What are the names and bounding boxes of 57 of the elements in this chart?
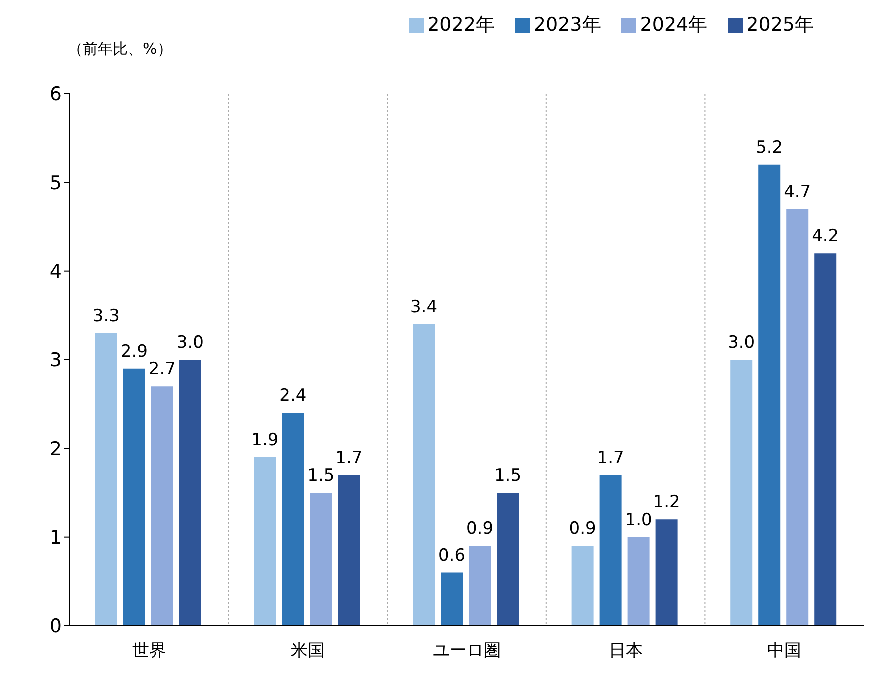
bar — [758, 164, 781, 626]
y-tick-label: 5 — [50, 172, 62, 194]
data-label: 3.0 — [728, 333, 756, 353]
bar — [572, 546, 594, 626]
legend-label: 2024年 — [640, 14, 708, 36]
y-tick-label: 2 — [50, 438, 62, 460]
bar — [441, 572, 464, 626]
bar — [730, 360, 753, 626]
data-label: 1.7 — [597, 448, 624, 468]
bar — [179, 360, 202, 626]
bar — [814, 254, 837, 626]
data-label: 0.9 — [569, 519, 596, 540]
data-label: 0.6 — [438, 546, 466, 566]
data-label: 4.7 — [784, 182, 812, 202]
y-tick-label: 1 — [50, 527, 62, 550]
legend-label: 2023年 — [534, 14, 602, 36]
data-label: 1.7 — [336, 448, 363, 468]
data-label: 0.9 — [466, 519, 494, 540]
bar — [338, 475, 360, 626]
data-label: 1.0 — [625, 510, 652, 530]
data-label: 3.3 — [92, 306, 120, 326]
data-label: 2.7 — [148, 360, 176, 380]
data-label: 1.5 — [308, 466, 335, 486]
bar — [469, 546, 492, 626]
bar — [600, 475, 622, 626]
bar — [95, 333, 118, 626]
legend-label: 2022年 — [428, 14, 495, 36]
y-tick-label: 6 — [50, 84, 62, 106]
x-tick-label: ユーロ圏 — [433, 641, 501, 662]
x-tick-label: 中国 — [768, 641, 802, 662]
x-tick-label: 日本 — [608, 641, 643, 662]
data-label: 1.9 — [252, 430, 279, 451]
data-label: 3.4 — [410, 298, 438, 318]
x-tick-label: 世界 — [132, 641, 166, 662]
bar — [282, 413, 304, 626]
data-label: 2.4 — [280, 386, 307, 406]
data-label: 4.2 — [812, 226, 840, 247]
bar — [310, 493, 332, 626]
data-label: 1.5 — [494, 466, 522, 486]
y-tick-label: 3 — [50, 350, 62, 372]
y-axis-title: （前年比、%） — [68, 40, 172, 59]
bar — [254, 458, 276, 626]
y-tick-label: 4 — [50, 261, 62, 284]
data-label: 3.0 — [176, 333, 204, 353]
bar — [151, 386, 174, 626]
data-label: 5.2 — [756, 138, 784, 158]
bar — [786, 209, 809, 626]
legend-label: 2025年 — [746, 14, 814, 36]
y-tick-label: 0 — [50, 616, 62, 638]
bar — [656, 520, 678, 626]
data-label: 1.2 — [653, 492, 680, 513]
bar — [413, 324, 436, 626]
bar — [123, 368, 146, 626]
bar — [628, 537, 650, 626]
data-label: 2.9 — [120, 342, 148, 362]
x-tick-label: 米国 — [291, 641, 326, 662]
bar — [497, 493, 520, 626]
